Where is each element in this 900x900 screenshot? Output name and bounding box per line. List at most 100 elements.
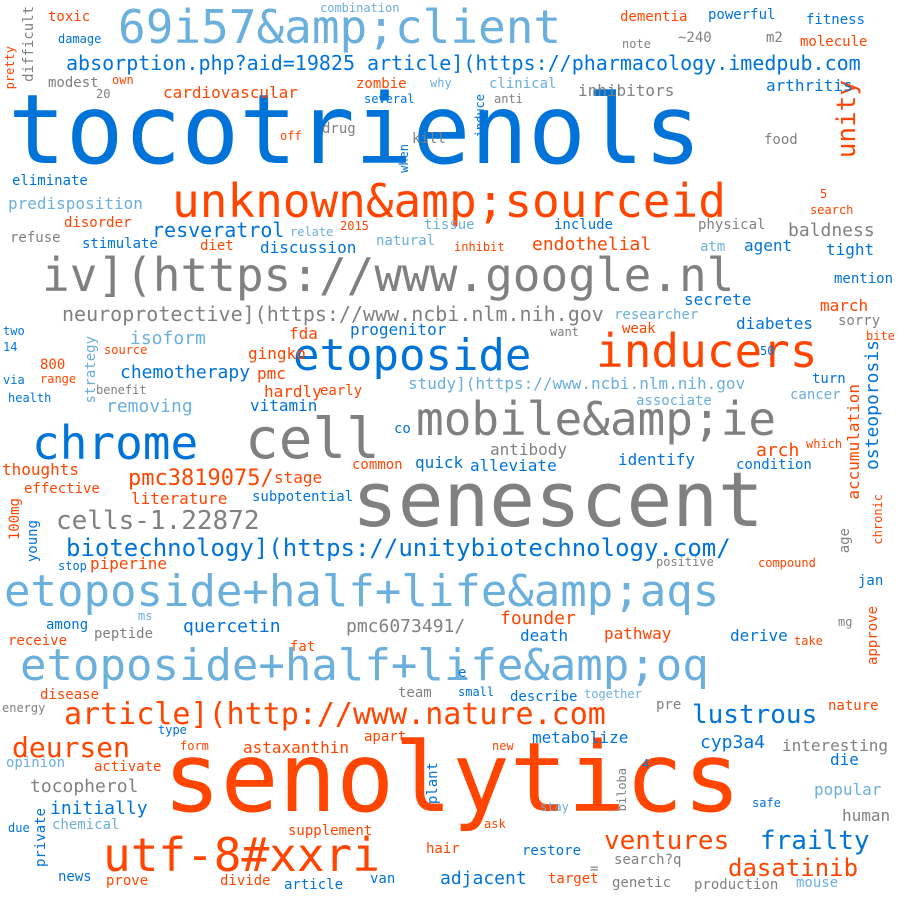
- word: together: [584, 687, 642, 701]
- word: dementia: [620, 9, 688, 25]
- word: search: [810, 203, 854, 217]
- word: nature: [828, 698, 879, 714]
- word: genetic: [612, 875, 672, 891]
- word: disease: [40, 687, 100, 703]
- word: stay: [540, 800, 569, 814]
- word: inhibit: [454, 240, 505, 254]
- word: plant: [425, 762, 441, 805]
- word: chemotherapy: [120, 362, 251, 383]
- word: biotechnology](https://unitybiotechnolog…: [66, 534, 731, 562]
- word: researcher: [614, 307, 699, 323]
- word: unknown&amp;sourceid: [172, 174, 726, 228]
- word: via: [3, 373, 25, 387]
- word: etoposide: [293, 330, 532, 381]
- word: chrome: [32, 416, 199, 470]
- word: iv](https://www.google.nl: [42, 248, 735, 302]
- word: pretty: [3, 46, 17, 90]
- word: common: [352, 457, 403, 473]
- word: 2015: [340, 219, 369, 233]
- word: neuroprotective](https://www.ncbi.nlm.ni…: [62, 302, 604, 326]
- word: m2: [766, 30, 783, 46]
- word: biloba: [615, 768, 629, 812]
- word: cell: [245, 407, 380, 472]
- word: diet: [200, 238, 234, 254]
- word: physical: [698, 217, 766, 233]
- word: approve: [865, 606, 881, 666]
- word: strategy: [83, 336, 99, 404]
- word: mobile&amp;ie: [416, 392, 777, 446]
- word: progenitor: [350, 320, 447, 339]
- word: refuse: [10, 230, 61, 246]
- word: diabetes: [736, 314, 814, 333]
- word: derive: [730, 626, 788, 645]
- word: ventures: [604, 826, 730, 856]
- word: etoposide+half+life&amp;aqs: [4, 566, 720, 617]
- word: study](https://www.ncbi.nlm.nih.gov: [408, 374, 746, 393]
- word: die: [830, 750, 859, 769]
- word: ~240: [678, 30, 712, 46]
- word: food: [764, 132, 798, 148]
- word: cardiovascular: [163, 83, 298, 102]
- word: fat: [290, 639, 316, 655]
- word: e: [458, 665, 467, 681]
- word: two: [3, 324, 25, 338]
- word: divide: [220, 873, 271, 889]
- word: removing: [106, 396, 193, 417]
- word: type: [158, 723, 187, 737]
- word: osteoporosis: [862, 340, 883, 471]
- word: pmc: [257, 364, 286, 383]
- word: range: [40, 372, 77, 386]
- word: 50: [760, 344, 775, 358]
- word: thoughts: [2, 460, 80, 479]
- word: isoform: [130, 328, 206, 349]
- word: sorry: [838, 313, 881, 329]
- word: apart: [364, 729, 407, 745]
- word: ask: [484, 817, 506, 831]
- word: etoposide+half+life&amp;oq: [20, 640, 709, 691]
- word: inhibitors: [578, 81, 675, 100]
- word: arch: [756, 440, 800, 461]
- word: alleviate: [470, 456, 557, 475]
- word: stop: [58, 559, 87, 573]
- word: powerful: [708, 7, 776, 23]
- word: secrete: [684, 290, 752, 309]
- word: literature: [131, 489, 228, 508]
- word: adjacent: [440, 868, 527, 889]
- word: energy: [2, 701, 46, 715]
- word: 69i57&amp;client: [118, 0, 562, 54]
- word: positive: [656, 555, 714, 569]
- word: off: [280, 129, 302, 143]
- word: discussion: [260, 238, 357, 257]
- word: new: [492, 739, 514, 753]
- word: hardly: [264, 382, 322, 401]
- word: cells-1.22872: [56, 506, 260, 536]
- word: search?q: [614, 852, 682, 868]
- word: drug: [322, 121, 356, 137]
- word: metabolize: [532, 728, 629, 747]
- word: eliminate: [12, 173, 88, 189]
- word: receive: [8, 633, 68, 649]
- word: mouse: [796, 875, 839, 891]
- word: pathway: [604, 624, 672, 643]
- word: tissue: [424, 217, 475, 233]
- word: toxic: [48, 9, 91, 25]
- word: activate: [94, 759, 162, 775]
- word: why: [430, 76, 452, 90]
- word: safe: [752, 796, 781, 810]
- word: include: [554, 217, 614, 233]
- word: article](http://www.nature.com: [64, 697, 606, 732]
- word: 4: [642, 757, 650, 771]
- word: difficult: [21, 6, 37, 82]
- word: accumulation: [844, 384, 863, 500]
- word: baldness: [788, 220, 875, 241]
- word: relate: [290, 225, 334, 239]
- word: astaxanthin: [243, 738, 349, 757]
- word: pre: [656, 697, 682, 713]
- word: combination: [320, 1, 400, 15]
- word: chemical: [52, 817, 120, 833]
- word: quick: [415, 453, 464, 472]
- word: pmc6073491/: [346, 616, 466, 637]
- word: early: [320, 383, 363, 399]
- word: 14: [3, 340, 18, 354]
- word: death: [520, 626, 569, 645]
